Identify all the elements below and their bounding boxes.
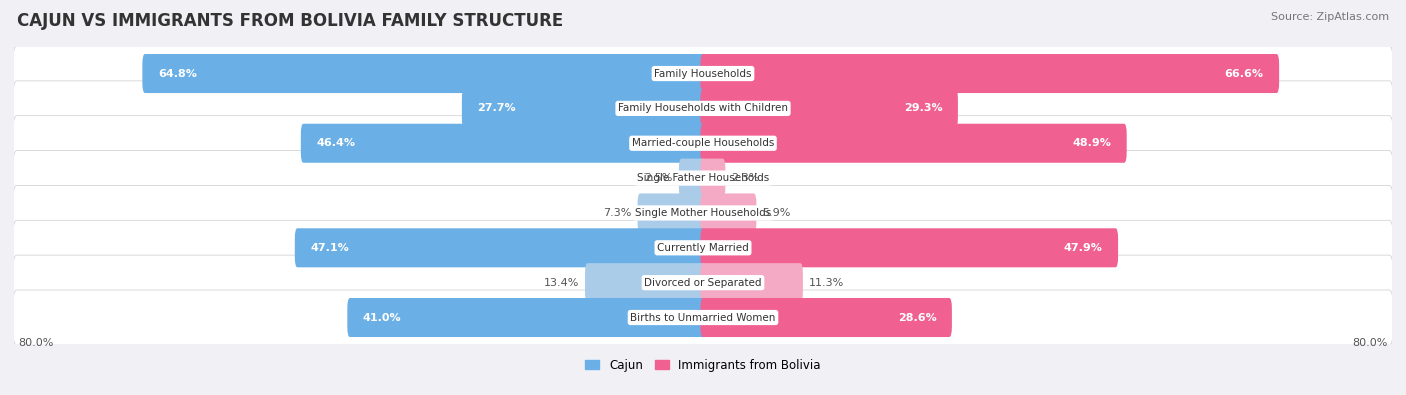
FancyBboxPatch shape bbox=[347, 298, 706, 337]
Text: Single Father Households: Single Father Households bbox=[637, 173, 769, 183]
Text: 48.9%: 48.9% bbox=[1073, 138, 1111, 148]
Text: 46.4%: 46.4% bbox=[316, 138, 356, 148]
Text: Single Mother Households: Single Mother Households bbox=[636, 208, 770, 218]
Text: 47.1%: 47.1% bbox=[311, 243, 349, 253]
FancyBboxPatch shape bbox=[679, 158, 706, 198]
Text: 41.0%: 41.0% bbox=[363, 312, 402, 322]
Text: Births to Unmarried Women: Births to Unmarried Women bbox=[630, 312, 776, 322]
Text: Divorced or Separated: Divorced or Separated bbox=[644, 278, 762, 288]
Text: 29.3%: 29.3% bbox=[904, 103, 942, 113]
Text: Currently Married: Currently Married bbox=[657, 243, 749, 253]
FancyBboxPatch shape bbox=[700, 54, 1279, 93]
FancyBboxPatch shape bbox=[301, 124, 706, 163]
FancyBboxPatch shape bbox=[700, 298, 952, 337]
Text: 5.9%: 5.9% bbox=[762, 208, 790, 218]
FancyBboxPatch shape bbox=[13, 185, 1393, 241]
FancyBboxPatch shape bbox=[13, 220, 1393, 275]
Text: 2.3%: 2.3% bbox=[731, 173, 759, 183]
FancyBboxPatch shape bbox=[637, 194, 706, 233]
Text: 2.5%: 2.5% bbox=[644, 173, 673, 183]
FancyBboxPatch shape bbox=[13, 46, 1393, 101]
Text: 47.9%: 47.9% bbox=[1064, 243, 1102, 253]
Text: 13.4%: 13.4% bbox=[544, 278, 579, 288]
Text: Married-couple Households: Married-couple Households bbox=[631, 138, 775, 148]
Text: 11.3%: 11.3% bbox=[808, 278, 844, 288]
FancyBboxPatch shape bbox=[700, 194, 756, 233]
FancyBboxPatch shape bbox=[295, 228, 706, 267]
FancyBboxPatch shape bbox=[700, 263, 803, 302]
FancyBboxPatch shape bbox=[461, 89, 706, 128]
Text: 64.8%: 64.8% bbox=[157, 69, 197, 79]
Text: Family Households: Family Households bbox=[654, 69, 752, 79]
FancyBboxPatch shape bbox=[700, 124, 1126, 163]
Text: 80.0%: 80.0% bbox=[1353, 338, 1388, 348]
Text: Source: ZipAtlas.com: Source: ZipAtlas.com bbox=[1271, 12, 1389, 22]
Text: 80.0%: 80.0% bbox=[18, 338, 53, 348]
Legend: Cajun, Immigrants from Bolivia: Cajun, Immigrants from Bolivia bbox=[581, 354, 825, 376]
FancyBboxPatch shape bbox=[13, 255, 1393, 310]
FancyBboxPatch shape bbox=[700, 158, 725, 198]
Text: 27.7%: 27.7% bbox=[478, 103, 516, 113]
Text: Family Households with Children: Family Households with Children bbox=[619, 103, 787, 113]
Text: 66.6%: 66.6% bbox=[1225, 69, 1264, 79]
FancyBboxPatch shape bbox=[13, 116, 1393, 171]
FancyBboxPatch shape bbox=[585, 263, 706, 302]
Text: CAJUN VS IMMIGRANTS FROM BOLIVIA FAMILY STRUCTURE: CAJUN VS IMMIGRANTS FROM BOLIVIA FAMILY … bbox=[17, 12, 564, 30]
Text: 7.3%: 7.3% bbox=[603, 208, 631, 218]
FancyBboxPatch shape bbox=[13, 81, 1393, 136]
FancyBboxPatch shape bbox=[142, 54, 706, 93]
FancyBboxPatch shape bbox=[13, 290, 1393, 345]
FancyBboxPatch shape bbox=[700, 228, 1118, 267]
FancyBboxPatch shape bbox=[13, 150, 1393, 206]
Text: 28.6%: 28.6% bbox=[897, 312, 936, 322]
FancyBboxPatch shape bbox=[700, 89, 957, 128]
